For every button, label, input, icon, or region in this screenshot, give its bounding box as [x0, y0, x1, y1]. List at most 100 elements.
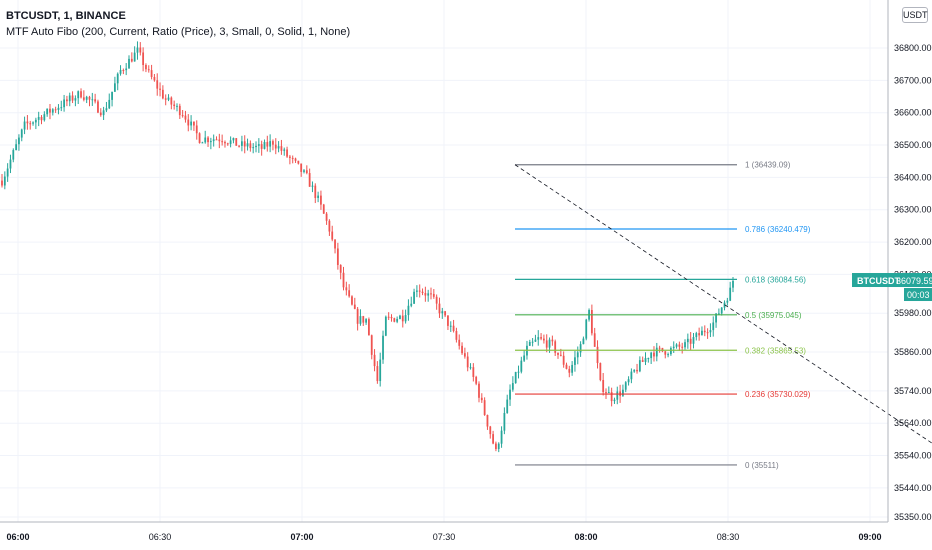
candle-body	[161, 89, 164, 99]
candle-body	[51, 109, 54, 113]
candle-body	[342, 272, 345, 288]
candle-body	[15, 144, 18, 151]
candle-body	[255, 145, 257, 148]
last-price-tag	[852, 273, 932, 288]
candle-body	[633, 369, 636, 372]
candle-body	[565, 364, 568, 369]
candle-body	[34, 119, 37, 123]
candle-body	[557, 352, 559, 355]
candle-body	[283, 149, 286, 151]
candle-body	[695, 333, 698, 338]
fib-label-0.786: 0.786 (36240.479)	[745, 225, 811, 234]
candle-body	[393, 318, 396, 322]
x-tick-label: 07:00	[290, 532, 313, 542]
candle-body	[272, 141, 274, 145]
candle-body	[495, 443, 497, 450]
x-tick-label: 08:00	[574, 532, 597, 542]
candle-body	[348, 290, 351, 297]
candle-body	[297, 160, 300, 164]
candle-body	[105, 108, 108, 111]
chart-legend: BTCUSDT, 1, BINANCE MTF Auto Fibo (200, …	[6, 8, 350, 40]
candle-body	[630, 371, 633, 380]
candle-body	[610, 392, 613, 402]
indicator-title[interactable]: MTF Auto Fibo (200, Current, Ratio (Pric…	[6, 26, 351, 38]
fib-label-1: 1 (36439.09)	[745, 161, 791, 170]
candle-body	[66, 99, 68, 102]
candle-body	[368, 319, 370, 336]
candle-body	[339, 264, 342, 273]
candle-body	[658, 347, 661, 349]
candle-body	[184, 115, 187, 120]
candle-body	[94, 99, 97, 102]
candle-body	[641, 360, 644, 362]
candle-body	[303, 170, 305, 172]
candle-body	[605, 392, 607, 394]
candle-body	[130, 58, 133, 62]
candle-body	[537, 337, 540, 340]
x-tick-label: 06:00	[6, 532, 29, 542]
candle-body	[469, 367, 472, 369]
candle-body	[435, 296, 438, 304]
candle-body	[85, 96, 88, 100]
x-tick-label: 07:30	[433, 532, 456, 542]
candle-body	[125, 68, 128, 71]
candle-body	[54, 109, 57, 111]
candle-body	[698, 333, 701, 336]
candle-body	[463, 353, 466, 357]
candle-body	[317, 195, 320, 198]
candle-body	[99, 112, 102, 116]
candle-body	[336, 248, 339, 265]
candle-body	[387, 316, 390, 318]
candle-body	[548, 339, 551, 348]
currency-button[interactable]: USDT	[902, 7, 928, 23]
candle-body	[116, 73, 119, 84]
candle-body	[427, 293, 430, 296]
candle-body	[689, 338, 692, 344]
candle-body	[145, 64, 147, 70]
candle-body	[20, 129, 23, 138]
candle-body	[500, 430, 503, 444]
candle-body	[193, 121, 195, 126]
candle-body	[108, 99, 111, 109]
candle-body	[480, 397, 483, 401]
candle-body	[410, 303, 413, 306]
candle-body	[150, 70, 153, 78]
candle-body	[684, 342, 686, 348]
candle-body	[706, 332, 709, 334]
candle-body	[224, 141, 226, 144]
candle-body	[447, 315, 449, 326]
candle-body	[277, 146, 280, 149]
candle-body	[18, 137, 20, 145]
candle-body	[164, 98, 167, 100]
candle-body	[334, 239, 336, 249]
candle-body	[399, 315, 401, 319]
candle-body	[215, 139, 218, 141]
candle-body	[703, 330, 706, 333]
candle-body	[274, 144, 277, 149]
symbol-title[interactable]: BTCUSDT, 1, BINANCE	[6, 10, 126, 22]
candle-body	[421, 291, 424, 293]
candle-body	[506, 399, 509, 413]
candle-body	[590, 309, 593, 334]
candle-body	[238, 145, 240, 147]
candle-body	[142, 52, 145, 65]
candle-body	[701, 330, 703, 336]
candle-body	[675, 344, 678, 347]
candle-body	[82, 97, 85, 100]
candle-body	[715, 313, 717, 323]
candle-body	[201, 142, 204, 144]
candle-body	[122, 70, 125, 72]
candle-body	[23, 121, 26, 130]
candle-body	[554, 341, 557, 353]
candle-body	[712, 322, 715, 331]
candle-body	[449, 325, 452, 327]
candle-body	[74, 98, 77, 101]
candle-body	[596, 346, 599, 364]
x-tick-label: 08:30	[717, 532, 740, 542]
candle-body	[384, 316, 387, 336]
candle-body	[119, 70, 122, 74]
candle-body	[353, 304, 356, 309]
y-tick-label: 35350.00	[894, 512, 932, 522]
